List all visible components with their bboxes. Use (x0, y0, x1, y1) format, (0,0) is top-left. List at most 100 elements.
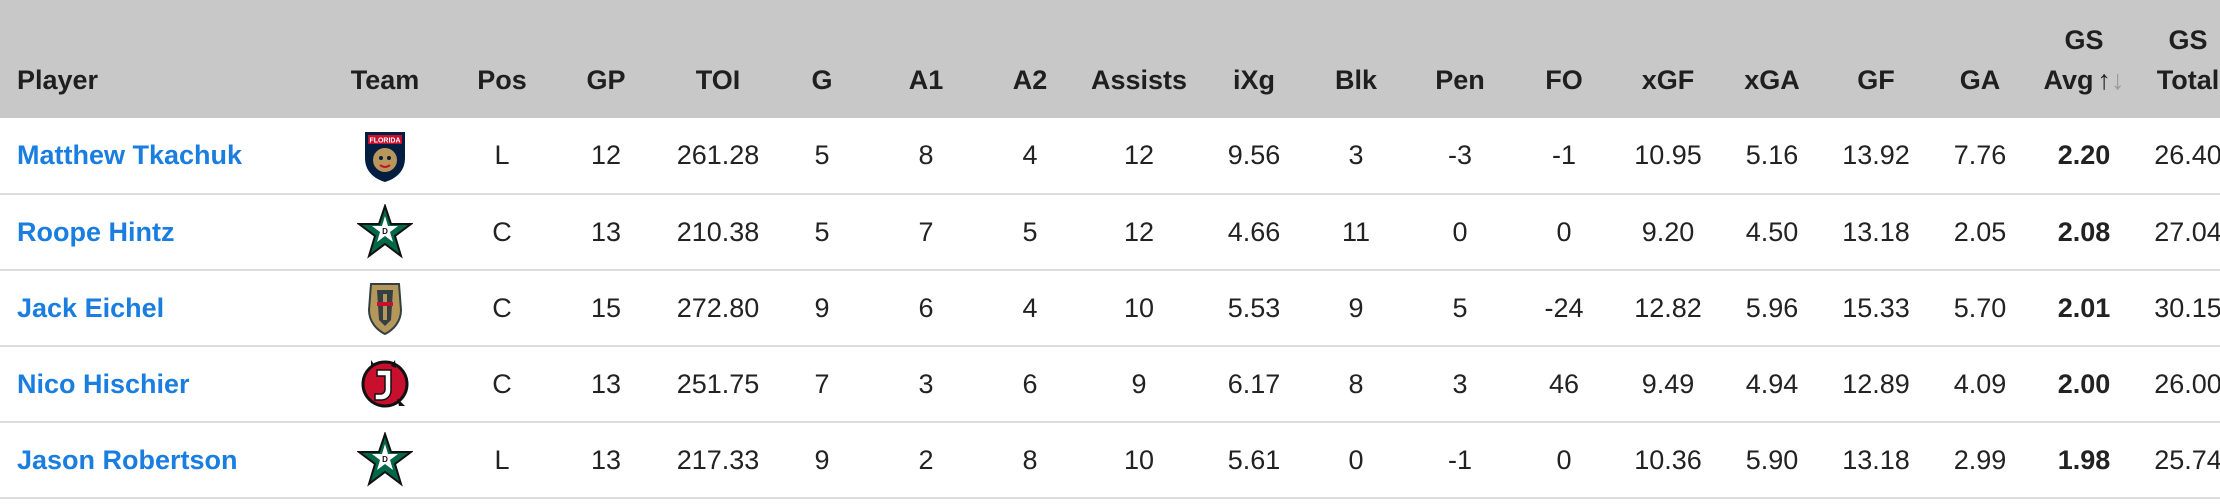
g-cell: 9 (814, 292, 830, 323)
ixg-cell: 6.17 (1227, 368, 1281, 399)
player-link[interactable]: Nico Hischier (17, 368, 190, 399)
gs-total-cell: 25.74 (2154, 444, 2220, 475)
gp-cell: 13 (590, 368, 622, 399)
dallas-stars-logo: D (356, 430, 414, 488)
ga-cell: 4.09 (1953, 368, 2007, 399)
team-cell: FLORIDA (320, 118, 450, 194)
col-header-team[interactable]: Team (350, 65, 420, 95)
col-header-gf[interactable]: GF (1857, 65, 1895, 95)
pen-cell: -3 (1447, 140, 1472, 170)
pos-cell: C (492, 216, 512, 247)
col-header-pen[interactable]: Pen (1435, 65, 1485, 95)
col-header-player[interactable]: Player (17, 65, 99, 95)
g-cell: 5 (814, 140, 830, 170)
col-header-toi[interactable]: TOI (695, 65, 741, 95)
gp-cell: 13 (590, 444, 622, 475)
sort-down-arrow-icon: ↓ (2111, 65, 2125, 95)
col-header-pos[interactable]: Pos (477, 65, 527, 95)
gs-total-cell: 30.15 (2154, 292, 2220, 323)
blk-cell: 9 (1348, 292, 1364, 323)
ga-cell: 2.99 (1953, 444, 2007, 475)
col-header-ga[interactable]: GA (1959, 65, 2001, 95)
col-header-xgf[interactable]: xGF (1641, 65, 1695, 95)
assists-cell: 12 (1123, 216, 1155, 247)
pen-cell: 3 (1452, 368, 1468, 399)
pen-cell: -1 (1447, 444, 1472, 475)
gf-cell: 13.18 (1842, 216, 1910, 247)
pen-cell: 0 (1452, 216, 1468, 247)
gf-cell: 12.89 (1842, 368, 1910, 399)
pos-cell: L (494, 444, 510, 475)
assists-cell: 10 (1123, 292, 1155, 323)
assists-cell: 10 (1123, 444, 1155, 475)
dallas-stars-logo: D (356, 202, 414, 260)
col-header-a1[interactable]: A1 (908, 65, 944, 95)
player-link[interactable]: Jack Eichel (17, 292, 165, 323)
col-header-blk[interactable]: Blk (1334, 65, 1378, 95)
a1-cell: 3 (918, 368, 934, 399)
gp-cell: 12 (590, 140, 622, 170)
assists-cell: 9 (1131, 368, 1147, 399)
toi-cell: 210.38 (676, 216, 760, 247)
table-row: Nico Hischier C 13 251.75 7 3 6 9 6.17 8… (0, 346, 2220, 422)
toi-cell: 217.33 (676, 444, 760, 475)
table-header: Player Team Pos GP TOI G A1 A2 Assists i… (0, 0, 2220, 118)
col-header-ixg[interactable]: iXg (1232, 65, 1275, 95)
pos-cell: L (494, 140, 510, 170)
col-header-gs-total[interactable]: GS Total (2156, 25, 2220, 95)
gs-avg-cell: 2.01 (2057, 292, 2111, 323)
blk-cell: 3 (1348, 140, 1364, 170)
col-header-g[interactable]: G (811, 65, 833, 95)
pos-cell: C (492, 368, 512, 399)
xgf-cell: 9.20 (1641, 216, 1695, 247)
svg-text:FLORIDA: FLORIDA (369, 137, 400, 144)
blk-cell: 0 (1348, 444, 1364, 475)
a2-cell: 8 (1022, 444, 1038, 475)
gs-total-cell: 26.00 (2154, 368, 2220, 399)
toi-cell: 272.80 (676, 292, 760, 323)
fo-cell: 0 (1556, 216, 1572, 247)
vegas-golden-knights-logo (357, 280, 413, 336)
new-jersey-devils-logo (357, 356, 413, 412)
a1-cell: 6 (918, 292, 934, 323)
col-header-xga[interactable]: xGA (1744, 65, 1800, 95)
col-header-fo[interactable]: FO (1545, 65, 1583, 95)
toi-cell: 251.75 (676, 368, 760, 399)
g-cell: 5 (814, 216, 830, 247)
gp-cell: 15 (590, 292, 622, 323)
xga-cell: 4.94 (1745, 368, 1799, 399)
gf-cell: 13.92 (1842, 140, 1910, 170)
gs-total-cell: 27.04 (2154, 216, 2220, 247)
gp-cell: 13 (590, 216, 622, 247)
a1-cell: 2 (918, 444, 934, 475)
blk-cell: 8 (1348, 368, 1364, 399)
fo-cell: 0 (1556, 444, 1572, 475)
ga-cell: 5.70 (1953, 292, 2007, 323)
table-row: Jason Robertson D L 13 217.33 9 2 8 10 5… (0, 422, 2220, 498)
xgf-cell: 10.95 (1634, 140, 1702, 170)
player-link[interactable]: Roope Hintz (17, 216, 175, 247)
ga-cell: 2.05 (1953, 216, 2007, 247)
table-row: Jack Eichel C 15 272.80 9 6 4 10 5.53 9 … (0, 270, 2220, 346)
svg-text:D: D (382, 227, 388, 236)
player-link[interactable]: Jason Robertson (17, 444, 238, 475)
g-cell: 9 (814, 444, 830, 475)
xgf-cell: 9.49 (1641, 368, 1695, 399)
table-body: Matthew Tkachuk FLORIDA L 12 261.28 5 8 … (0, 118, 2220, 498)
col-header-gp[interactable]: GP (586, 65, 626, 95)
xga-cell: 4.50 (1745, 216, 1799, 247)
fo-cell: -24 (1544, 292, 1584, 323)
a1-cell: 7 (918, 216, 934, 247)
a2-cell: 6 (1022, 368, 1038, 399)
col-header-gs-avg[interactable]: GS Avg ↑↓ (2032, 0, 2136, 118)
col-header-a2[interactable]: A2 (1012, 65, 1048, 95)
player-link[interactable]: Matthew Tkachuk (17, 140, 243, 170)
gs-total-cell: 26.40 (2154, 140, 2220, 170)
ixg-cell: 9.56 (1227, 140, 1281, 170)
pen-cell: 5 (1452, 292, 1468, 323)
a1-cell: 8 (918, 140, 934, 170)
team-cell: D (320, 194, 450, 270)
ixg-cell: 5.61 (1227, 444, 1281, 475)
col-header-assists[interactable]: Assists (1090, 65, 1188, 95)
